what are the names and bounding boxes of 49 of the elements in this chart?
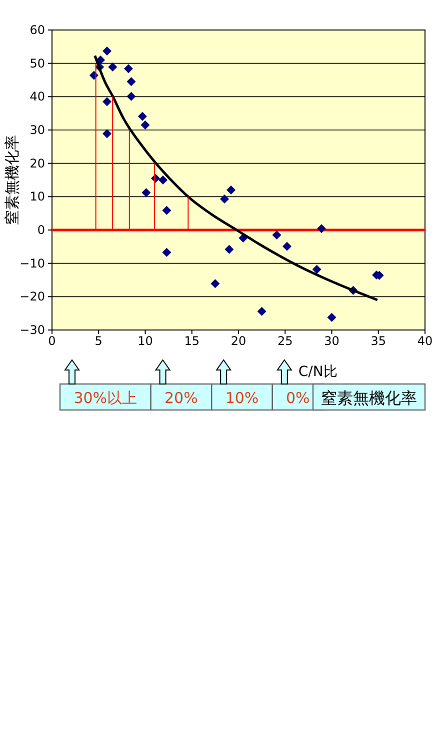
y-tick-label: −20	[20, 290, 45, 304]
point	[108, 62, 118, 72]
y-tick-label: −30	[20, 323, 45, 337]
text: 0%	[286, 389, 310, 407]
text: 20%	[164, 389, 198, 407]
y-tick-label: 30	[30, 123, 45, 137]
point	[272, 230, 282, 240]
y-tick-label: 40	[30, 90, 45, 104]
x-tick-label: 15	[184, 334, 200, 348]
point	[257, 306, 266, 316]
point	[162, 206, 172, 215]
x-tick-label: 25	[277, 334, 293, 348]
point	[102, 46, 112, 56]
point	[158, 176, 168, 184]
point	[162, 248, 172, 257]
x-tick-label: 5	[94, 334, 102, 348]
text: 窒素無機化率	[321, 388, 417, 408]
point	[226, 186, 236, 194]
point	[102, 129, 112, 138]
x-tick-label: 0	[48, 334, 56, 348]
x-tick-label: 20	[230, 334, 246, 348]
y-tick-label: 10	[30, 190, 45, 204]
text: 10%	[225, 389, 259, 407]
point	[142, 188, 151, 198]
point	[312, 264, 322, 274]
point	[224, 244, 234, 254]
point	[220, 194, 230, 204]
text: 30%以上	[74, 389, 138, 407]
y-tick-label: 20	[30, 156, 45, 170]
point	[138, 112, 147, 121]
y-tick-label: 60	[30, 23, 45, 37]
point	[282, 242, 292, 251]
point	[316, 224, 326, 234]
point	[210, 279, 220, 288]
x-tick-label: 35	[370, 334, 386, 348]
point	[124, 64, 133, 74]
y-tick-label: 0	[37, 223, 45, 237]
point	[102, 97, 112, 106]
y-axis-title: 窒素無機化率	[3, 135, 21, 225]
x-axis-title: C/N比	[298, 364, 338, 380]
point	[327, 312, 336, 322]
x-tick-label: 30	[324, 334, 340, 348]
point	[126, 92, 136, 101]
y-tick-label: −10	[20, 256, 45, 270]
x-tick-label: 40	[417, 334, 433, 348]
x-tick-label: 10	[138, 334, 153, 348]
point	[140, 120, 150, 130]
point	[126, 77, 136, 86]
y-tick-label: 50	[30, 56, 45, 70]
